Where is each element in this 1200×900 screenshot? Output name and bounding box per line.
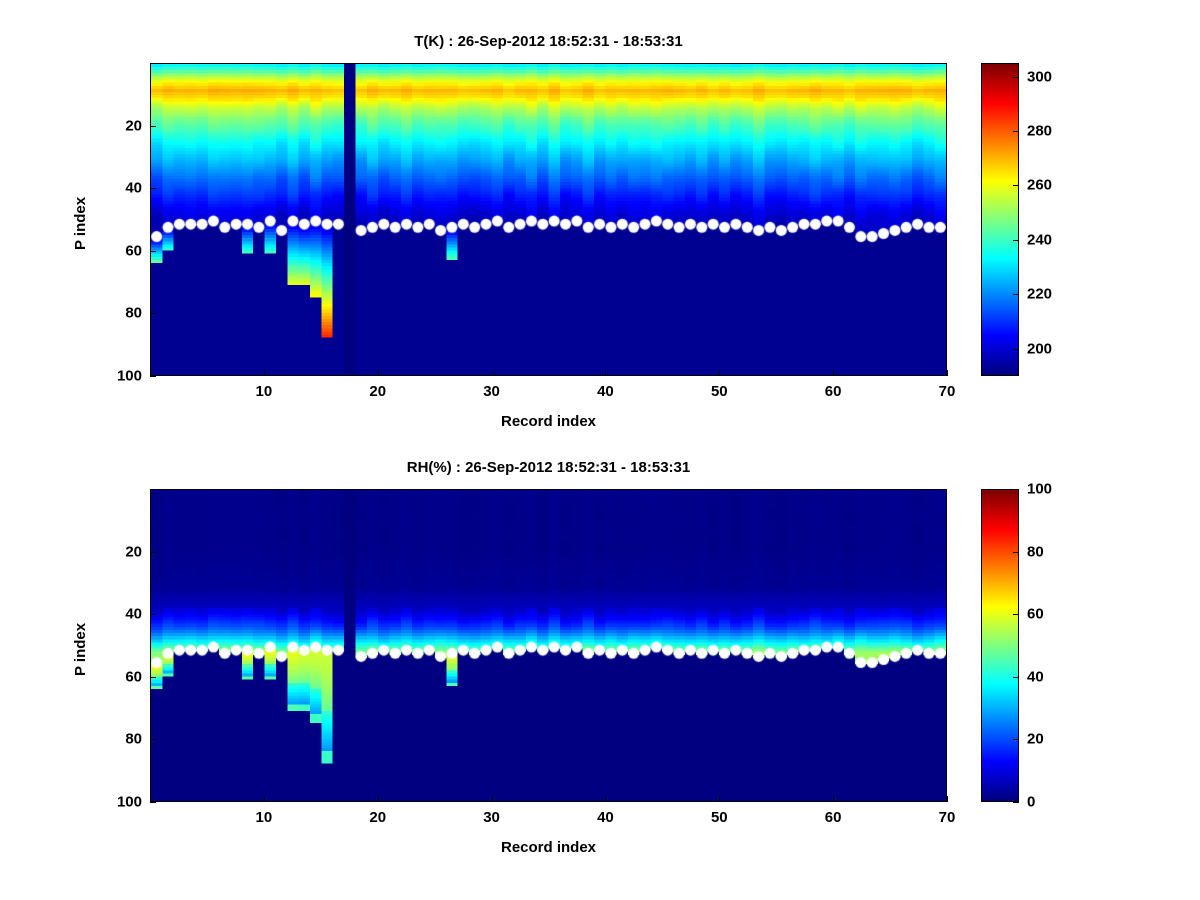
x-tick-mark: [947, 370, 948, 376]
y-tick-label: 40: [125, 605, 142, 623]
colorbar-tick-label: 300: [1027, 68, 1053, 86]
surface-marker-overlay: [151, 64, 946, 375]
x-axis-label-temperature: Record index: [500, 413, 597, 430]
y-tick-mark: [150, 250, 156, 252]
colorbar-temperature[interactable]: [981, 63, 1019, 376]
colorbar-tick-mark: [1013, 802, 1019, 803]
colorbar-tick-mark: [1013, 185, 1019, 187]
surface-marker-overlay: [151, 490, 946, 801]
colorbar-tick-mark: [1013, 551, 1019, 553]
x-tick-mark: [491, 796, 493, 802]
y-tick-label: 100: [116, 793, 142, 811]
x-tick-mark: [605, 796, 607, 802]
x-tick-mark: [605, 370, 607, 376]
x-tick-label: 20: [369, 383, 387, 400]
colorbar-tick-label: 220: [1027, 285, 1053, 303]
y-tick-mark: [150, 676, 156, 678]
y-tick-mark: [150, 739, 156, 741]
x-tick-mark: [263, 370, 265, 376]
colorbar-tick-label: 260: [1027, 176, 1053, 194]
x-tick-mark: [377, 370, 379, 376]
y-tick-label: 60: [125, 668, 142, 686]
y-tick-label: 100: [116, 367, 142, 385]
x-axis-label-relative-humidity: Record index: [500, 839, 597, 856]
colorbar-canvas-temperature: [982, 64, 1018, 375]
y-tick-mark: [150, 313, 156, 315]
x-tick-label: 70: [938, 383, 956, 400]
heatmap-axes-temperature[interactable]: [150, 63, 947, 376]
x-tick-label: 40: [597, 383, 614, 400]
colorbar-tick-label: 20: [1027, 730, 1044, 748]
colorbar-tick-label: 0: [1027, 793, 1036, 811]
x-tick-mark: [947, 796, 948, 802]
colorbar-tick-mark: [1013, 239, 1019, 241]
x-tick-label: 70: [938, 809, 956, 826]
x-tick-label: 60: [824, 809, 842, 826]
x-tick-mark: [833, 796, 835, 802]
colorbar-tick-label: 240: [1027, 231, 1053, 249]
colorbar-tick-label: 100: [1027, 480, 1053, 498]
plot-title-temperature: T(K) : 26-Sep-2012 18:52:31 - 18:53:31: [414, 33, 683, 50]
colorbar-tick-label: 200: [1027, 340, 1053, 358]
y-tick-label: 40: [125, 179, 142, 197]
y-tick-mark: [150, 551, 156, 553]
colorbar-tick-mark: [1013, 739, 1019, 741]
y-tick-mark: [150, 188, 156, 190]
x-tick-mark: [263, 796, 265, 802]
x-tick-mark: [833, 370, 835, 376]
y-tick-mark: [150, 802, 156, 803]
y-axis-label-temperature: P index: [72, 196, 89, 250]
colorbar-tick-mark: [1013, 294, 1019, 296]
y-tick-label: 60: [125, 242, 142, 260]
colorbar-tick-mark: [1013, 614, 1019, 616]
x-tick-label: 60: [824, 383, 842, 400]
colorbar-tick-label: 60: [1027, 605, 1044, 623]
x-tick-mark: [377, 796, 379, 802]
x-tick-label: 20: [369, 809, 387, 826]
x-tick-mark: [719, 796, 721, 802]
y-axis-label-relative-humidity: P index: [72, 622, 89, 676]
colorbar-tick-label: 40: [1027, 668, 1044, 686]
y-tick-label: 80: [125, 730, 142, 748]
x-tick-label: 50: [710, 383, 728, 400]
heatmap-axes-relative-humidity[interactable]: [150, 489, 947, 802]
colorbar-tick-mark: [1013, 76, 1019, 78]
y-tick-label: 80: [125, 304, 142, 322]
x-tick-mark: [491, 370, 493, 376]
colorbar-relative-humidity[interactable]: [981, 489, 1019, 802]
y-tick-label: 20: [125, 543, 142, 561]
x-tick-label: 10: [255, 809, 273, 826]
colorbar-tick-mark: [1013, 348, 1019, 350]
y-tick-mark: [150, 125, 156, 127]
colorbar-tick-label: 80: [1027, 543, 1044, 561]
x-tick-label: 10: [255, 383, 273, 400]
x-tick-label: 30: [483, 383, 500, 400]
x-tick-label: 40: [597, 809, 614, 826]
colorbar-canvas-relative-humidity: [982, 490, 1018, 801]
colorbar-tick-mark: [1013, 489, 1019, 490]
colorbar-tick-mark: [1013, 131, 1019, 133]
x-tick-label: 50: [710, 809, 728, 826]
plot-title-relative-humidity: RH(%) : 26-Sep-2012 18:52:31 - 18:53:31: [406, 459, 691, 476]
x-tick-mark: [719, 370, 721, 376]
colorbar-tick-mark: [1013, 676, 1019, 678]
y-tick-mark: [150, 376, 156, 377]
x-tick-label: 30: [483, 809, 500, 826]
y-tick-mark: [150, 614, 156, 616]
y-tick-label: 20: [125, 117, 142, 135]
colorbar-tick-label: 280: [1027, 122, 1053, 140]
